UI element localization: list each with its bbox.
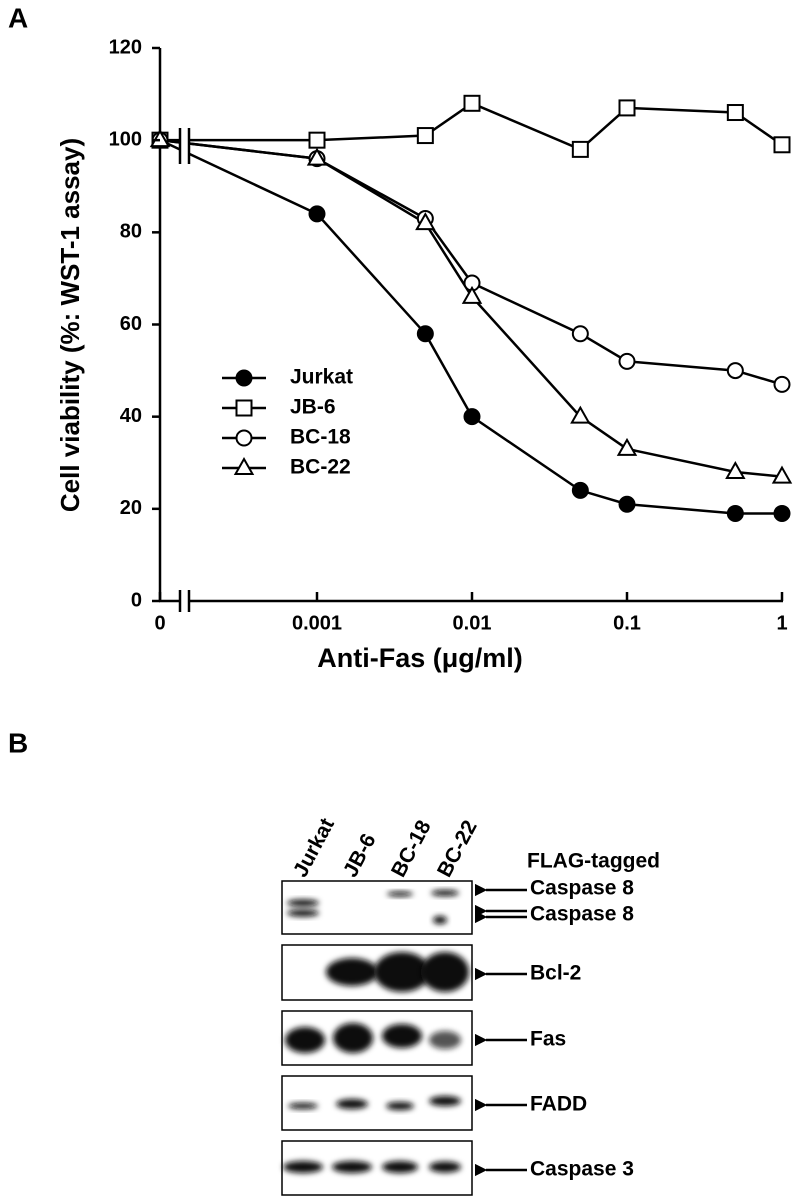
point (571, 481, 589, 499)
band (387, 891, 413, 897)
y-tick-label: 80 (120, 221, 142, 243)
y-tick-label: 100 (109, 128, 142, 150)
band (433, 916, 447, 924)
point (726, 104, 744, 122)
header: FLAG-tagged (527, 850, 660, 873)
band (287, 909, 319, 917)
point (725, 460, 746, 479)
point (771, 465, 793, 484)
band (429, 1096, 461, 1106)
band (285, 1027, 325, 1053)
y-tick-label: 20 (120, 497, 142, 519)
point (773, 504, 791, 522)
legend-label: Jurkat (290, 366, 353, 389)
x-tick-label: 0.01 (453, 612, 492, 634)
band (283, 1161, 323, 1173)
point (235, 429, 253, 447)
x-tick-label: 1 (776, 612, 787, 634)
point (726, 362, 744, 380)
band (431, 890, 459, 896)
point (618, 495, 636, 513)
point (726, 504, 744, 522)
series-line (159, 138, 783, 386)
y-tick-label: 60 (120, 313, 142, 335)
blot (281, 880, 473, 1196)
blot-box (281, 880, 473, 935)
series-line (159, 139, 782, 515)
point (306, 147, 328, 166)
y-axis-title: Cell viability (%: WST-1 assay) (55, 138, 85, 512)
point (571, 140, 589, 158)
point (463, 408, 481, 426)
point (415, 212, 436, 231)
lane-labels: Jurkat JB-6 BC-18 BC-22 (289, 814, 482, 880)
y-tick-label: 0 (131, 589, 142, 611)
series-line (160, 101, 783, 151)
point (618, 99, 636, 117)
row-label: Caspase 8 (530, 877, 634, 900)
row-label: Caspase 3 (530, 1158, 634, 1181)
band (288, 1103, 318, 1109)
panel-label: B (8, 727, 28, 758)
lane-label: BC-18 (387, 816, 436, 881)
y-tick-label: 40 (120, 405, 142, 427)
point (571, 325, 589, 343)
row-label: Fas (530, 1028, 566, 1051)
break-gap (179, 128, 190, 164)
legend-label: JB-6 (290, 396, 336, 419)
point (616, 437, 638, 456)
band (287, 899, 319, 907)
legend-label: BC-22 (290, 456, 351, 479)
point (463, 94, 481, 112)
x-axis-title: Anti-Fas (μg/ml) (317, 643, 523, 673)
point (773, 136, 791, 154)
x-tick-label: 0 (154, 612, 165, 634)
band (326, 958, 378, 986)
legend: Jurkat JB-6 BC-18 BC-22 (222, 366, 353, 479)
lane-label: JB-6 (339, 830, 381, 881)
plot-area (149, 94, 793, 522)
point (618, 352, 636, 370)
band (374, 952, 430, 992)
point (416, 325, 434, 343)
row-label: Caspase 8 (530, 903, 634, 926)
point (416, 127, 434, 145)
lane-label: BC-22 (433, 817, 482, 881)
point (308, 205, 326, 223)
point (308, 131, 326, 149)
point (570, 405, 591, 424)
band (429, 1161, 461, 1173)
band (382, 1161, 418, 1173)
point (461, 285, 483, 304)
point (773, 375, 791, 393)
panel-label: A (8, 2, 28, 33)
x-tick-label: 0.001 (292, 612, 342, 634)
band (429, 1031, 461, 1049)
band (332, 1161, 372, 1173)
x-tick-label: 0.1 (613, 612, 641, 634)
point (149, 129, 171, 148)
y-tick-label: 120 (109, 36, 142, 58)
legend-label: BC-18 (290, 426, 351, 449)
series-line (159, 138, 783, 478)
arrows (474, 883, 527, 1177)
band (336, 1099, 368, 1109)
band (382, 1024, 422, 1048)
point (235, 399, 253, 417)
band (333, 1023, 373, 1053)
point (235, 369, 253, 387)
blot-box (281, 1075, 473, 1131)
row-label: Bcl-2 (530, 962, 581, 985)
band (421, 952, 469, 992)
lane-label: Jurkat (289, 814, 339, 880)
point (233, 456, 255, 475)
band (386, 1102, 414, 1110)
row-label: FADD (530, 1093, 587, 1116)
